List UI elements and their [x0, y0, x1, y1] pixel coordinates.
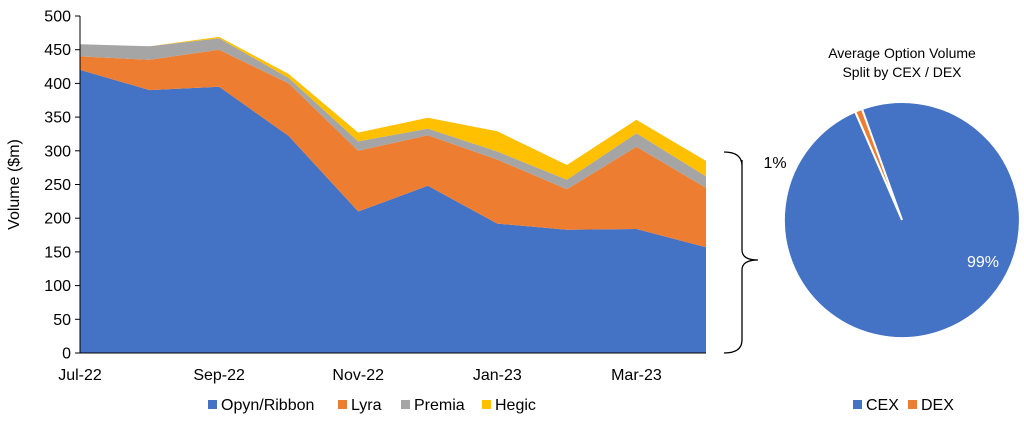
pie-legend-swatch	[853, 400, 862, 409]
area-chart: 0 50 100 150 200 250 300 350 400 450 500 Jul-22 Sep-…	[6, 9, 706, 414]
legend-label: Lyra	[351, 397, 382, 414]
pie-title-line: Split by CEX / DEX	[842, 64, 962, 80]
legend-label: Premia	[414, 397, 465, 414]
x-tick-label: Jul-22	[58, 367, 102, 384]
pie-legend-label: DEX	[921, 397, 954, 414]
legend-label: Opyn/Ribbon	[221, 397, 314, 414]
y-tick-label: 300	[44, 143, 71, 160]
pie-slice-label-cex: 99%	[967, 254, 999, 271]
area-premia	[80, 38, 706, 190]
y-tick-label: 150	[44, 244, 71, 261]
bracket-shape	[723, 151, 759, 354]
y-tick-label: 100	[44, 278, 71, 295]
pie-legend-label: CEX	[866, 397, 899, 414]
y-tick-label: 200	[44, 211, 71, 228]
y-tick-label: 350	[44, 110, 71, 127]
legend-swatch	[401, 400, 410, 409]
area-opyn-ribbon	[80, 69, 706, 354]
x-tick-label: Sep-22	[193, 367, 245, 384]
legend-label: Hegic	[495, 397, 536, 414]
pie-slice-label-dex: 1%	[763, 155, 786, 172]
pie-slice-cex	[782, 101, 1021, 340]
pie-title-line: Average Option Volume	[828, 45, 976, 61]
pie-chart: Average Option Volume Split by CEX / DEX 9…	[763, 45, 1021, 414]
x-tick-label: Jan-23	[473, 367, 522, 384]
y-tick-label: 500	[44, 9, 71, 26]
y-axis-label: Volume ($m)	[6, 139, 23, 230]
area-lyra	[80, 49, 706, 248]
y-tick-label: 450	[44, 42, 71, 59]
legend-swatch	[208, 400, 217, 409]
legend-swatch	[338, 400, 347, 409]
legend-swatch	[482, 400, 491, 409]
pie-legend-swatch	[908, 400, 917, 409]
x-tick-label: Nov-22	[332, 367, 384, 384]
y-tick-label: 50	[53, 312, 71, 329]
x-tick-label: Mar-23	[611, 367, 662, 384]
y-tick-label: 400	[44, 76, 71, 93]
bracket	[723, 151, 759, 354]
y-tick-label: 250	[44, 177, 71, 194]
y-tick-label: 0	[62, 346, 71, 363]
